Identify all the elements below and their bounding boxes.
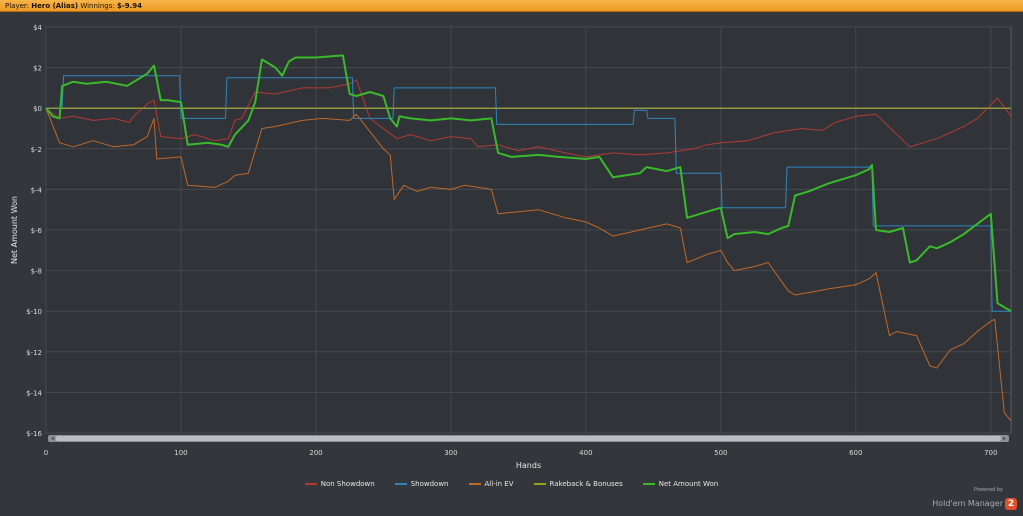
x-axis-label: Hands <box>516 461 541 470</box>
y-tick-label: $-10 <box>26 308 42 316</box>
y-tick-label: $4 <box>33 24 42 32</box>
series-line-2 <box>45 108 1012 422</box>
winnings-label: Winnings: <box>80 2 115 10</box>
legend-swatch <box>468 483 481 485</box>
y-tick-label: $-12 <box>26 349 42 357</box>
brand-logo: 2 <box>1005 497 1017 510</box>
legend-label: Showdown <box>410 480 449 488</box>
legend-label: Rakeback & Bonuses <box>549 480 623 488</box>
x-tick-label: 0 <box>44 449 48 457</box>
scrollbar-thumb[interactable] <box>56 436 1001 441</box>
series-line-0 <box>45 79 1012 158</box>
x-tick-label: 500 <box>714 449 727 457</box>
y-tick-label: $-6 <box>31 227 43 235</box>
player-summary-bar: Player: Hero (Alias) Winnings: $-9.94 <box>0 0 1023 12</box>
legend-swatch <box>394 483 407 485</box>
x-tick-label: 300 <box>444 449 457 457</box>
y-tick-label: $2 <box>33 65 42 73</box>
player-name: Hero (Alias) <box>31 2 79 10</box>
legend-label: Non Showdown <box>320 480 375 488</box>
x-tick-label: 100 <box>174 449 187 457</box>
winnings-value: $-9.94 <box>116 2 143 10</box>
player-label: Player: <box>5 2 30 10</box>
legend-item[interactable]: Rakeback & Bonuses <box>533 480 623 488</box>
x-tick-label: 700 <box>984 449 997 457</box>
brand-name: Hold'em Manager <box>932 499 1003 508</box>
legend-swatch <box>642 483 655 485</box>
y-tick-label: $0 <box>33 105 42 113</box>
legend-item[interactable]: All-in EV <box>468 480 514 488</box>
y-tick-label: $-8 <box>31 268 42 276</box>
legend-item[interactable]: Net Amount Won <box>642 480 719 488</box>
legend-swatch <box>533 483 546 485</box>
winnings-graph: $4 $2 $0 $-2 $-4 $-6 $-8 $-10 $-12 $-14 $-16 0 100 20… <box>10 24 1012 470</box>
y-tick-label: $-2 <box>31 146 42 154</box>
x-tick-label: 600 <box>849 449 862 457</box>
powered-by-label: Powered by <box>974 487 1003 493</box>
y-tick-label: $-4 <box>31 186 43 194</box>
y-axis-label: Net Amount Won <box>10 196 19 264</box>
y-tick-label: $-14 <box>26 389 42 397</box>
x-tick-label: 200 <box>309 449 322 457</box>
x-tick-label: 400 <box>579 449 592 457</box>
y-tick-label: $-16 <box>26 430 42 438</box>
legend-item[interactable]: Showdown <box>394 480 449 488</box>
legend-label: All-in EV <box>484 480 514 488</box>
series-line-4 <box>45 54 1012 313</box>
legend-item[interactable]: Non Showdown <box>304 480 375 488</box>
scroll-right-arrow[interactable] <box>1003 436 1006 441</box>
scroll-left-arrow[interactable] <box>51 436 54 441</box>
series-line-1 <box>46 75 1011 312</box>
legend-swatch <box>304 483 317 485</box>
legend-label: Net Amount Won <box>658 480 719 488</box>
brand-block: Powered by Hold'em Manager 2 <box>932 487 1017 512</box>
chart-legend: Non Showdown Showdown All-in EV Rakeback & … <box>0 480 1023 488</box>
